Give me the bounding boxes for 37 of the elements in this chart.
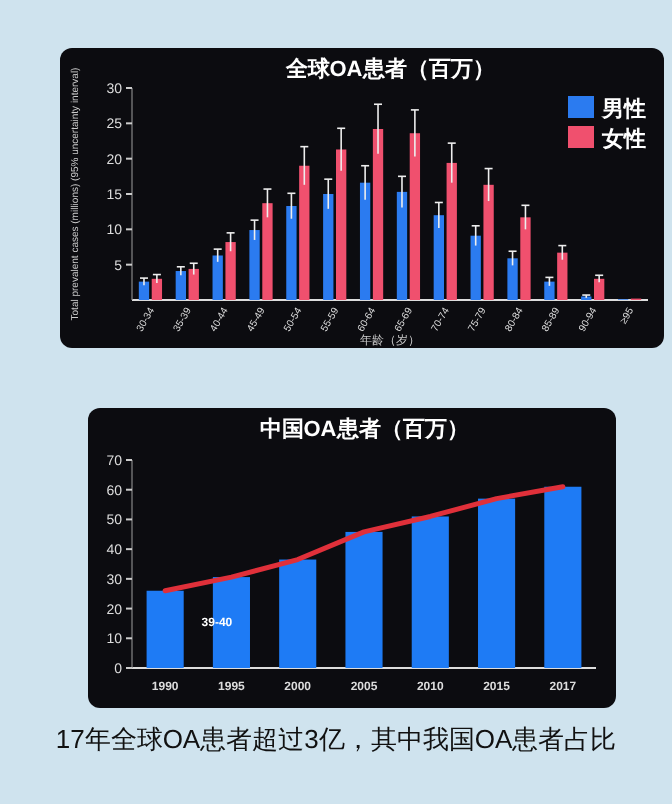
bar bbox=[411, 516, 449, 668]
bar bbox=[594, 278, 605, 300]
text: 17年全球OA患者超过3亿，其中我国OA患者占比 bbox=[55, 724, 617, 754]
legend-label: 女性 bbox=[600, 126, 646, 152]
line-series bbox=[162, 484, 566, 594]
bar bbox=[286, 206, 297, 300]
bar bbox=[544, 486, 582, 668]
chart-title: 全球OA患者（百万） bbox=[283, 56, 495, 82]
bar bbox=[372, 128, 384, 300]
bar bbox=[557, 252, 568, 300]
bar bbox=[409, 133, 421, 300]
bar bbox=[336, 149, 347, 300]
bar bbox=[433, 215, 444, 300]
bar bbox=[345, 531, 383, 668]
bar bbox=[249, 230, 260, 300]
bar bbox=[262, 203, 273, 300]
bar bbox=[225, 242, 236, 300]
chart-title: 中国OA患者（百万） bbox=[259, 416, 469, 442]
bar bbox=[446, 162, 457, 300]
bar bbox=[470, 235, 481, 300]
bar bbox=[544, 281, 555, 300]
bar bbox=[151, 278, 163, 300]
bar bbox=[279, 559, 317, 668]
bar bbox=[359, 182, 371, 300]
bar bbox=[175, 271, 186, 300]
legend-label: 男性 bbox=[600, 96, 646, 122]
bar bbox=[478, 498, 516, 668]
bar bbox=[138, 281, 150, 300]
bar bbox=[146, 590, 184, 668]
bar bbox=[299, 165, 310, 300]
bar bbox=[520, 217, 531, 300]
bar bbox=[507, 258, 518, 300]
bar bbox=[188, 268, 199, 300]
bar bbox=[483, 184, 494, 300]
bar bbox=[212, 255, 223, 300]
bar bbox=[396, 191, 408, 300]
bar bbox=[323, 194, 334, 300]
